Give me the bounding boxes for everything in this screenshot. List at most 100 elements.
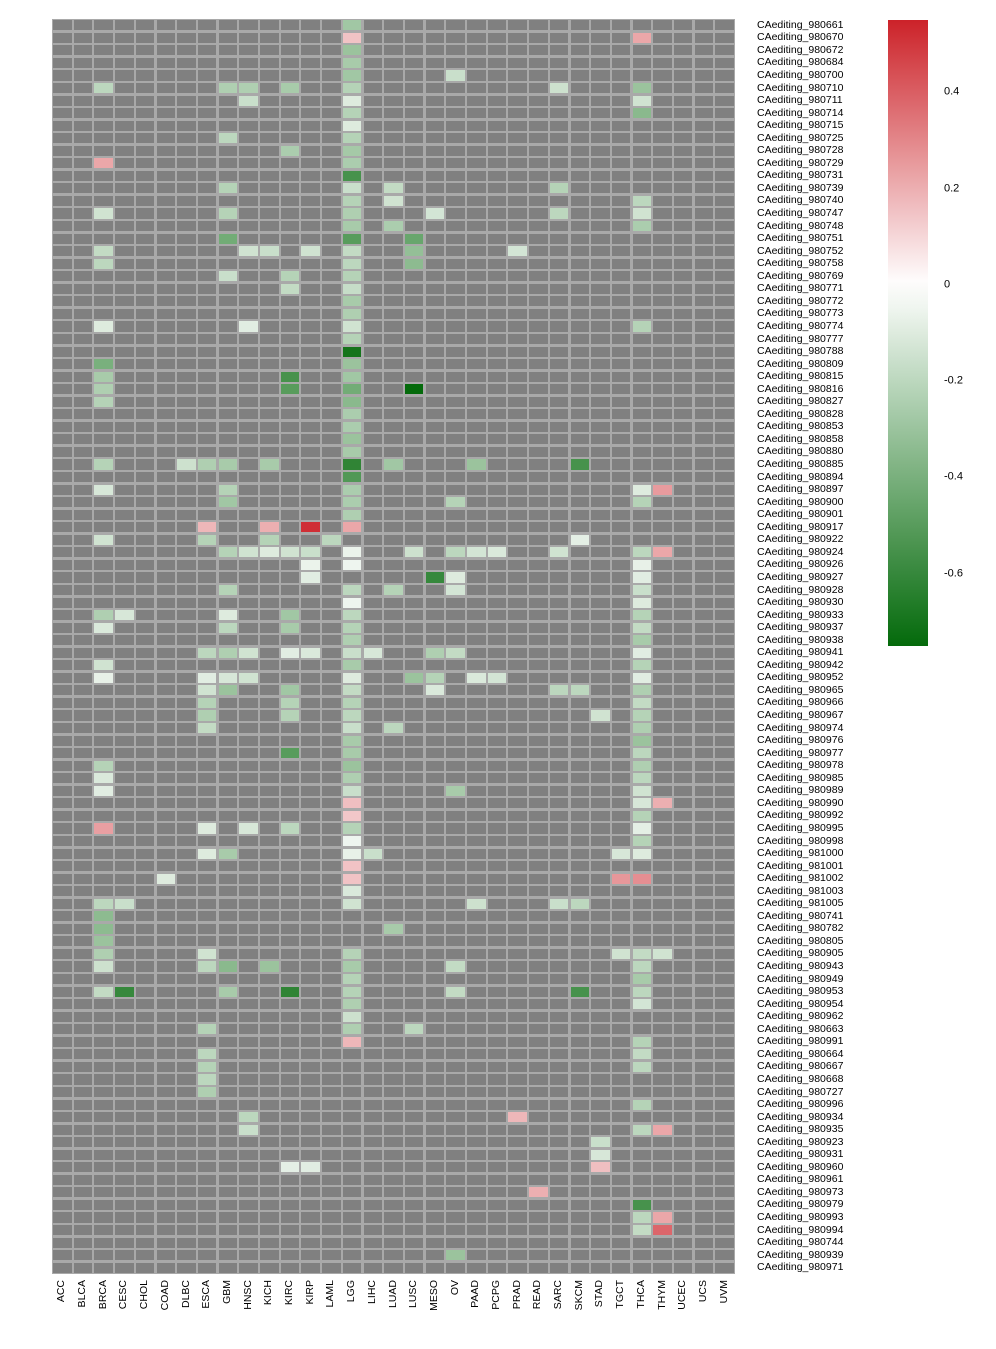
heatmap-cell[interactable] [694, 446, 714, 458]
heatmap-cell[interactable] [467, 723, 486, 734]
heatmap-cell[interactable] [591, 936, 610, 947]
heatmap-cell[interactable] [135, 70, 155, 81]
heatmap-cell[interactable] [384, 936, 403, 947]
heatmap-cell[interactable] [549, 723, 569, 734]
heatmap-cell[interactable] [280, 396, 300, 407]
heatmap-cell[interactable] [425, 773, 445, 784]
heatmap-cell[interactable] [342, 1250, 362, 1261]
heatmap-cell[interactable] [280, 158, 300, 169]
heatmap-cell[interactable] [239, 1187, 258, 1198]
heatmap-cell[interactable] [611, 898, 631, 909]
heatmap-cell[interactable] [508, 497, 527, 508]
heatmap-grid[interactable] [52, 19, 735, 1274]
heatmap-cell[interactable] [653, 597, 672, 608]
heatmap-cell[interactable] [363, 246, 383, 257]
heatmap-cell[interactable] [487, 911, 507, 922]
heatmap-cell[interactable] [529, 484, 548, 495]
heatmap-cell[interactable] [611, 798, 631, 809]
heatmap-cell[interactable] [570, 459, 589, 470]
heatmap-cell[interactable] [177, 923, 196, 934]
heatmap-cell[interactable] [549, 948, 569, 960]
heatmap-cell[interactable] [487, 986, 507, 997]
heatmap-cell[interactable] [301, 610, 320, 621]
heatmap-cell[interactable] [529, 647, 548, 658]
heatmap-cell[interactable] [177, 108, 196, 119]
heatmap-cell[interactable] [549, 647, 569, 658]
heatmap-cell[interactable] [280, 547, 300, 558]
heatmap-cell[interactable] [73, 258, 93, 269]
heatmap-cell[interactable] [425, 258, 445, 269]
heatmap-cell[interactable] [73, 221, 93, 232]
heatmap-cell[interactable] [425, 1174, 445, 1185]
heatmap-cell[interactable] [218, 271, 238, 282]
heatmap-cell[interactable] [508, 1036, 527, 1047]
heatmap-cell[interactable] [715, 948, 734, 960]
heatmap-cell[interactable] [363, 723, 383, 734]
heatmap-cell[interactable] [591, 597, 610, 608]
heatmap-cell[interactable] [197, 723, 217, 734]
heatmap-cell[interactable] [280, 685, 300, 696]
heatmap-cell[interactable] [674, 446, 693, 458]
heatmap-cell[interactable] [260, 1112, 279, 1123]
heatmap-cell[interactable] [115, 823, 134, 834]
heatmap-cell[interactable] [611, 346, 631, 357]
heatmap-cell[interactable] [363, 396, 383, 407]
heatmap-cell[interactable] [570, 1036, 589, 1047]
heatmap-cell[interactable] [280, 1036, 300, 1047]
heatmap-cell[interactable] [467, 32, 486, 43]
heatmap-cell[interactable] [342, 1112, 362, 1123]
heatmap-cell[interactable] [487, 1036, 507, 1047]
heatmap-cell[interactable] [342, 346, 362, 357]
heatmap-cell[interactable] [322, 1036, 341, 1047]
heatmap-cell[interactable] [611, 1124, 631, 1135]
heatmap-cell[interactable] [239, 308, 258, 319]
heatmap-cell[interactable] [280, 1061, 300, 1072]
heatmap-cell[interactable] [218, 697, 238, 709]
heatmap-cell[interactable] [570, 584, 589, 596]
heatmap-cell[interactable] [570, 1074, 589, 1085]
heatmap-cell[interactable] [94, 898, 113, 909]
heatmap-cell[interactable] [487, 221, 507, 232]
heatmap-cell[interactable] [508, 735, 527, 746]
heatmap-cell[interactable] [467, 710, 486, 721]
heatmap-cell[interactable] [570, 158, 589, 169]
heatmap-cell[interactable] [715, 1011, 734, 1022]
heatmap-cell[interactable] [549, 233, 569, 244]
heatmap-cell[interactable] [570, 32, 589, 43]
heatmap-cell[interactable] [591, 647, 610, 658]
heatmap-cell[interactable] [239, 635, 258, 646]
heatmap-cell[interactable] [73, 283, 93, 294]
heatmap-cell[interactable] [177, 823, 196, 834]
heatmap-cell[interactable] [280, 1149, 300, 1160]
heatmap-cell[interactable] [674, 509, 693, 520]
heatmap-cell[interactable] [384, 873, 403, 884]
heatmap-cell[interactable] [611, 1024, 631, 1035]
heatmap-cell[interactable] [570, 133, 589, 144]
heatmap-cell[interactable] [591, 1049, 610, 1060]
heatmap-cell[interactable] [280, 1099, 300, 1110]
heatmap-cell[interactable] [611, 258, 631, 269]
heatmap-cell[interactable] [570, 635, 589, 646]
heatmap-cell[interactable] [591, 835, 610, 847]
heatmap-cell[interactable] [487, 296, 507, 307]
heatmap-cell[interactable] [508, 1137, 527, 1148]
heatmap-cell[interactable] [115, 923, 134, 934]
heatmap-cell[interactable] [446, 459, 465, 470]
heatmap-cell[interactable] [529, 1024, 548, 1035]
heatmap-cell[interactable] [425, 697, 445, 709]
heatmap-cell[interactable] [529, 509, 548, 520]
heatmap-cell[interactable] [73, 898, 93, 909]
heatmap-cell[interactable] [549, 384, 569, 395]
heatmap-cell[interactable] [301, 1011, 320, 1022]
heatmap-cell[interactable] [115, 82, 134, 94]
heatmap-cell[interactable] [135, 120, 155, 131]
heatmap-cell[interactable] [260, 1262, 279, 1273]
heatmap-cell[interactable] [694, 32, 714, 43]
heatmap-cell[interactable] [404, 610, 424, 621]
heatmap-cell[interactable] [425, 1137, 445, 1148]
heatmap-cell[interactable] [177, 346, 196, 357]
heatmap-cell[interactable] [591, 723, 610, 734]
heatmap-cell[interactable] [694, 773, 714, 784]
heatmap-cell[interactable] [301, 246, 320, 257]
heatmap-cell[interactable] [694, 1149, 714, 1160]
